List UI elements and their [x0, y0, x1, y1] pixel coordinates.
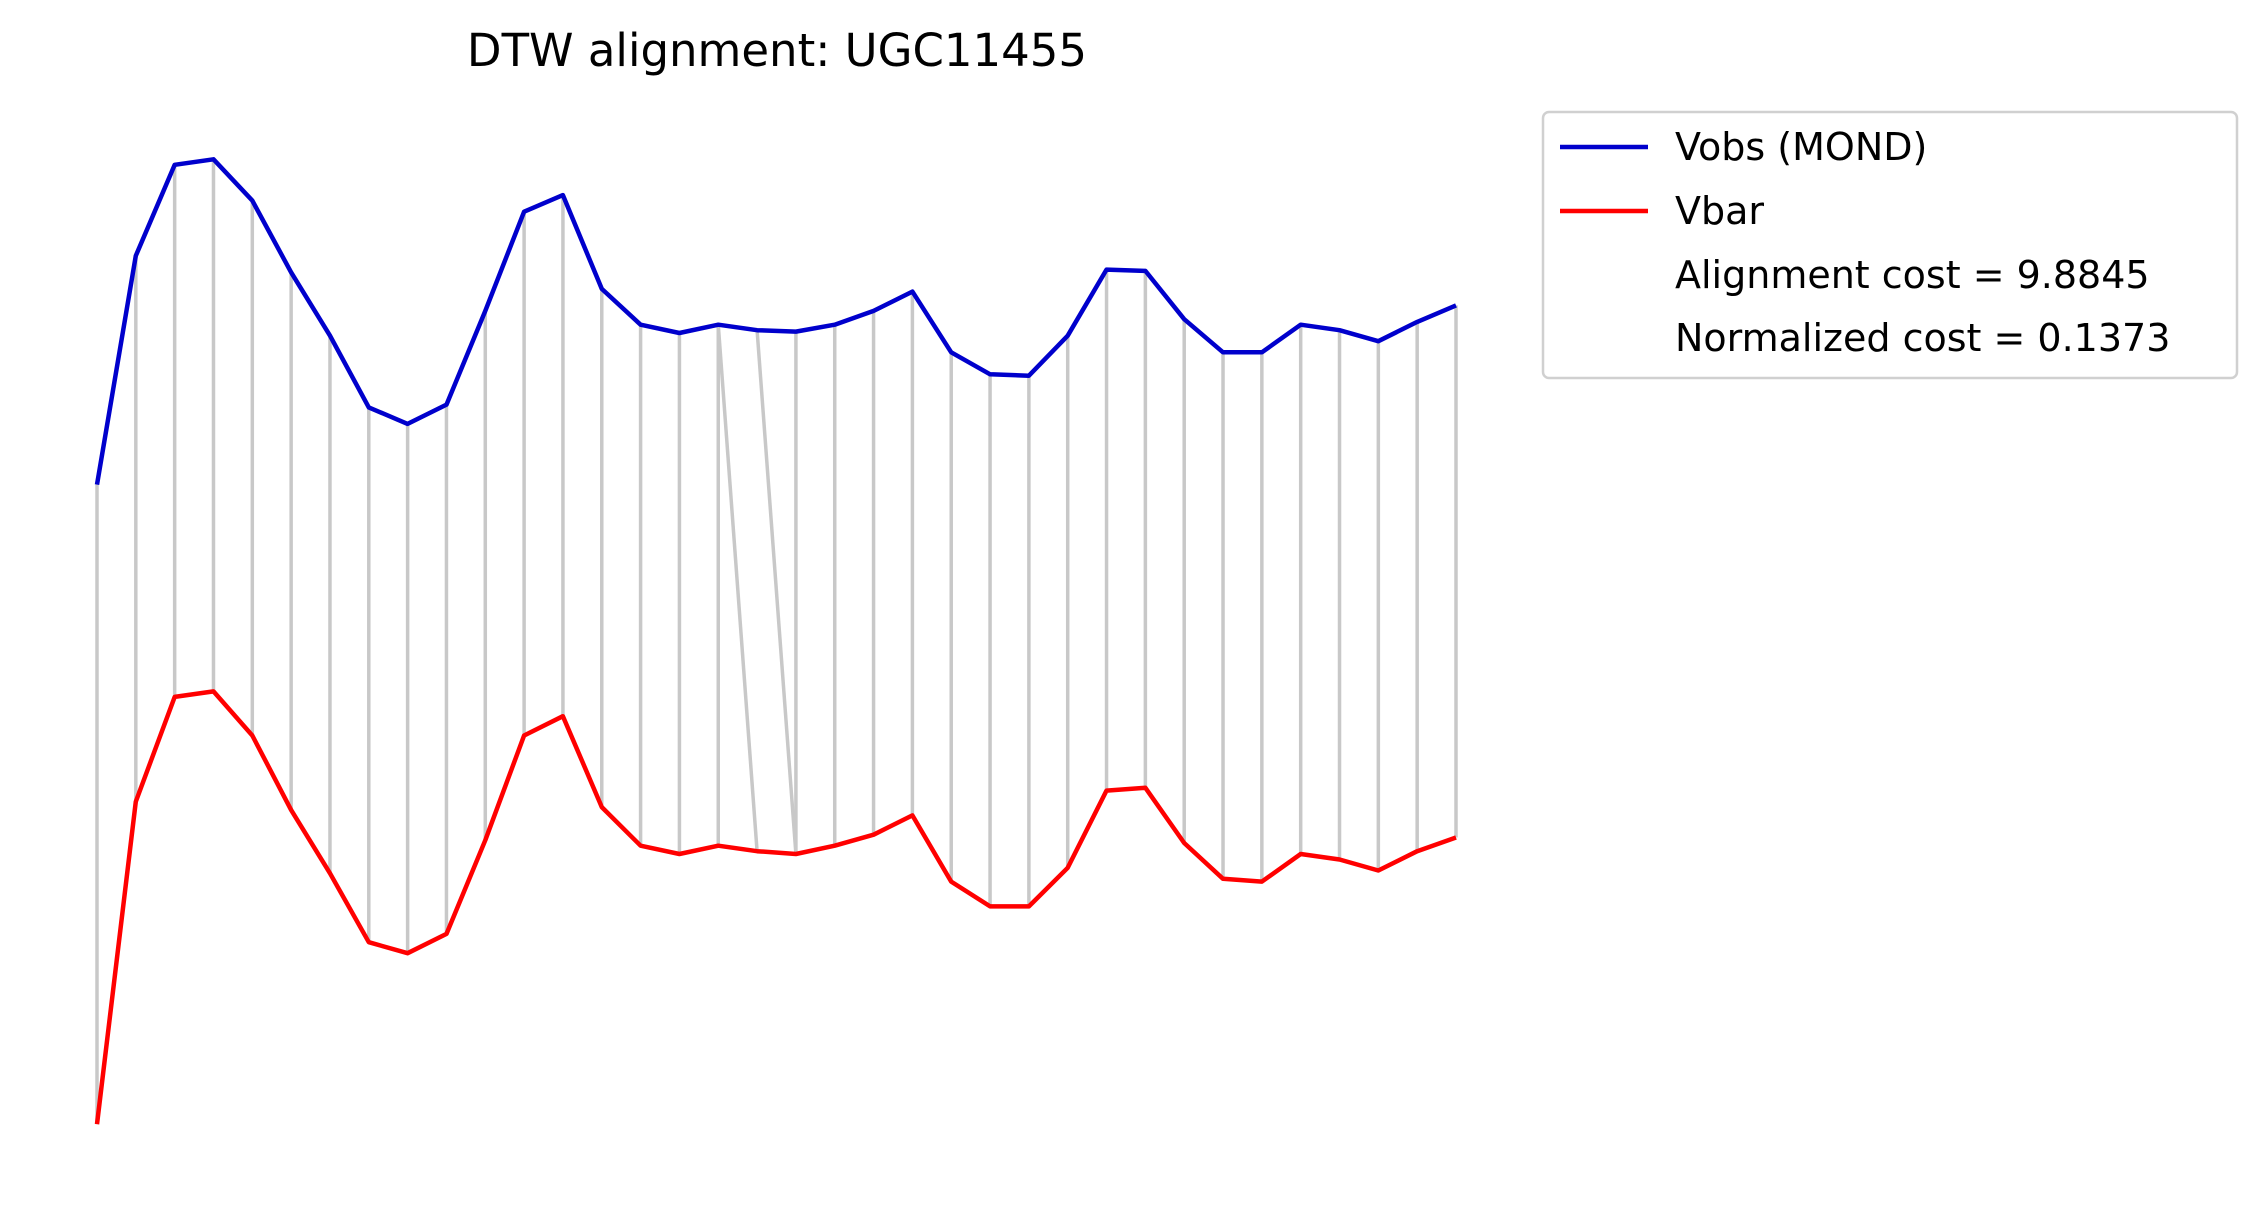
legend-frame	[1541, 110, 2239, 380]
legend-label-vobs: Vobs (MOND)	[1675, 125, 1927, 169]
legend: Vobs (MOND) Vbar Alignment cost = 9.8845…	[1541, 110, 2239, 380]
series-line-vbar	[94, 689, 1457, 1125]
chart-title: DTW alignment: UGC11455	[467, 24, 1087, 77]
alignment-line	[755, 330, 798, 855]
alignment-line	[716, 324, 759, 852]
legend-normalized-cost: Normalized cost = 0.1373	[1675, 316, 2170, 360]
series-lines	[94, 157, 1457, 1125]
legend-label-vbar: Vbar	[1675, 189, 1764, 233]
series-line-vobs	[94, 157, 1457, 485]
alignment-lines	[95, 159, 1458, 1125]
plot-area	[94, 157, 1458, 1125]
legend-alignment-cost: Alignment cost = 9.8845	[1675, 253, 2150, 297]
